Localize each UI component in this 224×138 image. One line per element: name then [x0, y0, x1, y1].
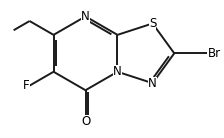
Text: N: N — [113, 65, 122, 78]
Text: Br: Br — [207, 47, 221, 60]
Text: N: N — [81, 10, 90, 23]
Text: N: N — [148, 77, 157, 90]
Text: F: F — [23, 79, 30, 92]
Text: O: O — [81, 115, 90, 128]
Text: S: S — [149, 17, 156, 30]
